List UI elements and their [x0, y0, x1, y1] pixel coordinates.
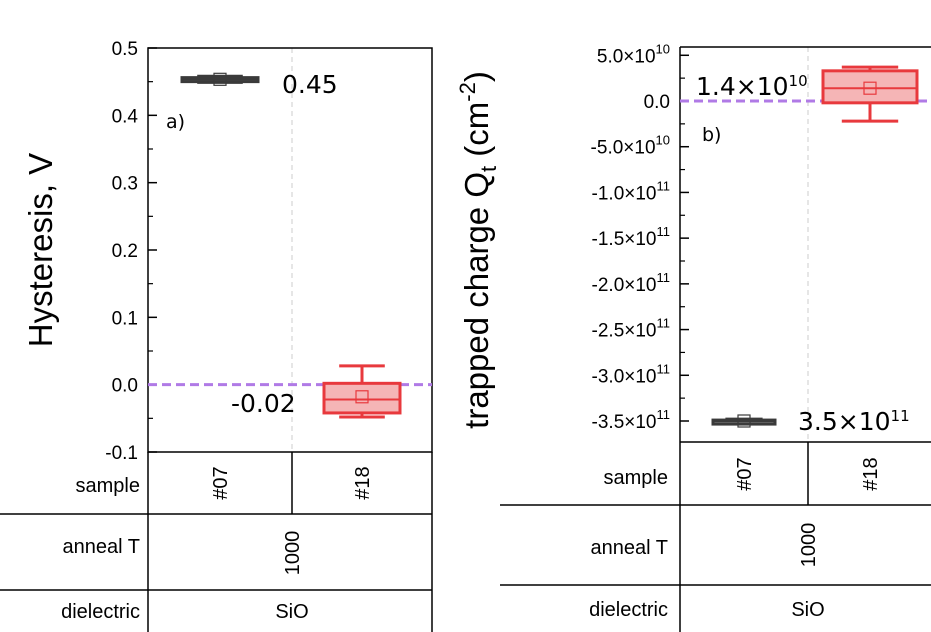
- panel-a-label-18: -0.02: [231, 389, 296, 418]
- panel-b-ytick-label: -2.0×1011: [592, 270, 670, 296]
- panel-b-letter: b): [702, 124, 721, 146]
- panel-b-ylabel: trapped charge Qt (cm-2): [455, 71, 501, 429]
- panel-b-anneal-value: 1000: [798, 523, 820, 568]
- panel-a-ytick-label: 0.1: [112, 308, 138, 329]
- panel-a-ytick-label: 0.2: [112, 241, 138, 262]
- panel-b-ytick-label: -3.0×1011: [592, 361, 670, 387]
- panel-a-box-18-mean-marker: [355, 390, 369, 404]
- panel-b-table-row-label: anneal T: [591, 537, 668, 559]
- panel-a-label-07: 0.45: [282, 70, 338, 99]
- panel-b-dielectric-value: SiO: [791, 599, 824, 621]
- panel-a-dielectric-value: SiO: [275, 601, 308, 623]
- panel-b-label-18: 1.4×1010: [696, 72, 808, 101]
- panel-a-ytick-label: 0.3: [112, 174, 138, 195]
- panel-b-ytick-label: -3.5×1011: [592, 407, 670, 433]
- panel-a-ytick-label: 0.0: [112, 376, 138, 397]
- panel-a-letter: a): [166, 111, 185, 133]
- panel-a-ytick-label: 0.4: [112, 106, 139, 127]
- panel-a-anneal-value: 1000: [282, 531, 304, 576]
- panel-b-ytick-label: -1.5×1011: [592, 224, 670, 250]
- panel-b-ytick-label: -2.5×1011: [592, 316, 670, 342]
- panel-b-box-18-box: [821, 69, 919, 105]
- panel-a-sample-label: #07: [210, 466, 232, 499]
- panel-b-table-row-label: sample: [604, 467, 668, 489]
- panel-b-label-07: 3.5×1011: [798, 407, 910, 436]
- panel-a-ylabel: Hysteresis, V: [22, 153, 59, 347]
- panel-b-ytick-label: -5.0×1010: [591, 133, 670, 159]
- panel-b-sample-label: #18: [860, 457, 882, 490]
- panel-a-table-row-label: dielectric: [61, 601, 140, 623]
- panel-b-ytick-label: 0.0: [644, 92, 670, 113]
- panel-a-table-row-label: sample: [76, 475, 140, 497]
- panel-a-box-18-box: [322, 381, 402, 415]
- panel-a-box-07-mean-marker: [213, 72, 227, 86]
- panel-b-box-07-mean-marker: [737, 414, 751, 428]
- panel-b-table-row-label: dielectric: [589, 599, 668, 621]
- panel-a-ytick-label: 0.5: [112, 39, 138, 60]
- panel-b-ytick-label: -1.0×1011: [592, 178, 670, 204]
- panel-b-ytick-label: 5.0×1010: [597, 41, 670, 67]
- panel-b-sample-label: #07: [734, 457, 756, 490]
- panel-a-sample-label: #18: [352, 466, 374, 499]
- panel-b-box-18-mean-marker: [863, 81, 877, 95]
- panel-a-ytick-label: -0.1: [105, 443, 138, 464]
- panel-a-table-row-label: anneal T: [63, 536, 140, 558]
